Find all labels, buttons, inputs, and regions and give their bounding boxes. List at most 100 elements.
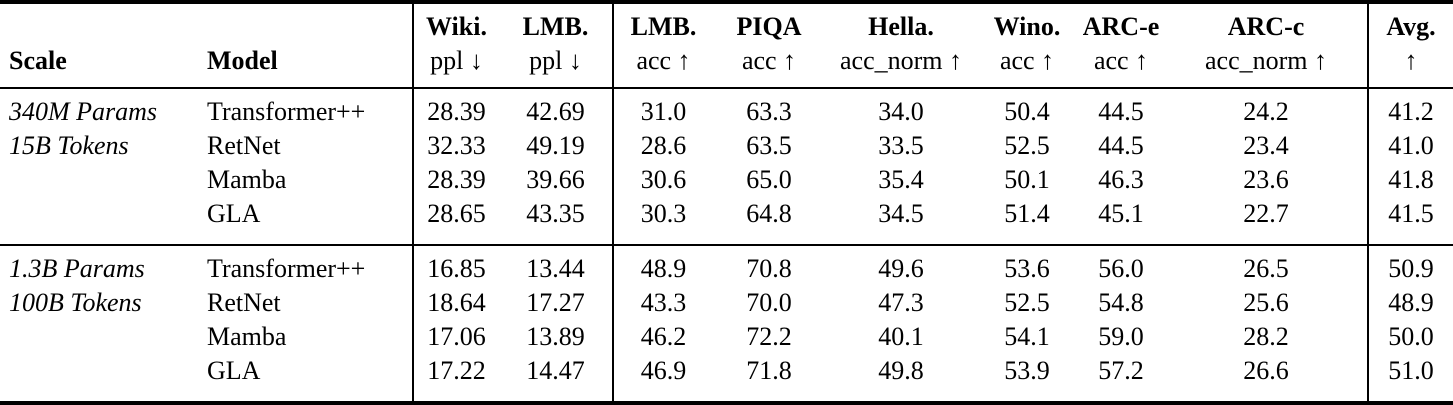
metric-value-cell: 46.9 [612,354,713,403]
group-1-3b-params: 1.3B Params 100B Tokens Transformer++ 16… [0,244,1453,403]
column-metric: acc ↑ [741,46,797,75]
metric-value-cell: 52.5 [1004,288,1050,317]
metric-value-cell: 72.2 [746,322,792,351]
metric-value-cell: 48.9 [1367,286,1453,320]
metric-value-cell: 46.2 [612,320,713,354]
metric-value-cell: 40.1 [878,322,924,351]
metric-value-cell: 34.0 [878,97,924,126]
metric-value-cell: 43.3 [612,286,713,320]
metric-value-cell: 70.0 [746,288,792,317]
metric-value-cell: 52.5 [1004,131,1050,160]
column-name: LMB. [630,12,697,41]
metric-value-cell: 39.66 [526,165,585,194]
metric-value-cell: 70.8 [713,244,825,286]
table-row: 1.3B Params 100B Tokens Transformer++ 16… [0,244,1453,403]
metric-value-cell: 33.5 [878,131,924,160]
header-scale-label: Scale [9,46,67,75]
scale-line: 1.3B Params [9,254,145,283]
metric-value-cell: 22.7 [1243,199,1289,228]
column-metric: acc_norm ↑ [839,46,962,75]
table-header: Scale Model Wiki. ppl ↓ LMB. ppl ↓ LMB. … [0,2,1453,89]
model-name-cell: GLA [207,356,261,385]
metric-value-cell: 49.6 [825,244,977,286]
metric-value-cell: 34.5 [878,199,924,228]
model-name-cell: RetNet [207,131,281,160]
metric-value-cell: 23.4 [1243,131,1289,160]
metric-value-cell: 41.5 [1367,197,1453,245]
metric-value-cell: 30.3 [612,197,713,245]
column-metric: ppl ↓ [529,46,582,75]
metric-value-cell: 59.0 [1098,322,1144,351]
metric-value-cell: 41.8 [1367,163,1453,197]
metric-value-cell: 64.8 [746,199,792,228]
table-row: Mamba 28.39 39.66 30.6 65.0 35.4 50.1 46… [0,163,1453,197]
column-metric: ppl ↓ [430,46,483,75]
model-name-cell: Transformer++ [198,244,413,286]
metric-value-cell: 54.1 [1004,322,1050,351]
header-piqa-acc: PIQA acc ↑ [713,2,825,89]
metric-value-cell: 13.89 [526,322,585,351]
column-metric: acc ↑ [1093,46,1149,75]
metric-value-cell: 14.47 [526,356,585,385]
metric-value-cell: 28.65 [412,197,499,245]
metric-value-cell: 17.22 [412,354,499,403]
metric-value-cell: 30.6 [612,163,713,197]
metric-value-cell: 63.3 [746,97,792,126]
metric-value-cell: 51.4 [1004,199,1050,228]
column-name: Wiki. [426,12,487,41]
metric-value-cell: 46.3 [1098,165,1144,194]
metric-value-cell: 49.19 [526,131,585,160]
metric-value-cell: 50.9 [1367,244,1453,286]
model-name-cell: Mamba [207,322,287,351]
model-name-cell: GLA [207,199,261,228]
metric-value-cell: 17.27 [526,288,585,317]
metric-value-cell: 53.9 [1004,356,1050,385]
table-row: Mamba 17.06 13.89 46.2 72.2 40.1 54.1 59… [0,320,1453,354]
header-row: Scale Model Wiki. ppl ↓ LMB. ppl ↓ LMB. … [0,2,1453,89]
metric-value-cell: 51.0 [1367,354,1453,403]
metric-value-cell: 28.39 [412,88,499,129]
header-wino-acc: Wino. acc ↑ [977,2,1077,89]
metric-value-cell: 44.5 [1098,97,1144,126]
metric-value-cell: 35.4 [878,165,924,194]
table-row: GLA 17.22 14.47 46.9 71.8 49.8 53.9 57.2… [0,354,1453,403]
metric-value-cell: 53.6 [977,244,1077,286]
metric-value-cell: 42.69 [526,97,585,126]
metric-value-cell: 49.8 [878,356,924,385]
table-row: RetNet 32.33 49.19 28.6 63.5 33.5 52.5 4… [0,129,1453,163]
metric-value-cell: 17.06 [412,320,499,354]
metric-value-cell: 65.0 [746,165,792,194]
column-metric: ↑ [1404,46,1418,75]
column-metric: acc_norm ↑ [1204,46,1327,75]
header-hella-accnorm: Hella. acc_norm ↑ [825,2,977,89]
metric-value-cell: 23.6 [1243,165,1289,194]
column-name: ARC-e [1082,12,1160,41]
metric-value-cell: 54.8 [1098,288,1144,317]
metric-value-cell: 57.2 [1098,356,1144,385]
scale-line: 100B Tokens [9,288,142,317]
metric-value-cell: 18.64 [412,286,499,320]
metric-value-cell: 24.2 [1243,97,1289,126]
table-row: RetNet 18.64 17.27 43.3 70.0 47.3 52.5 5… [0,286,1453,320]
scale-cell: 340M Params 15B Tokens [0,88,198,245]
metric-value-cell: 50.4 [1004,97,1050,126]
header-lmb-acc: LMB. acc ↑ [612,2,713,89]
column-name: Avg. [1386,12,1436,41]
metric-value-cell: 32.33 [412,129,499,163]
metric-value-cell: 16.85 [412,244,499,286]
metric-value-cell: 31.0 [612,88,713,129]
metric-value-cell: 25.6 [1243,288,1289,317]
column-name: Wino. [993,12,1061,41]
metric-value-cell: 26.5 [1165,244,1368,286]
scale-cell: 1.3B Params 100B Tokens [0,244,198,403]
model-name-cell: Mamba [207,165,287,194]
column-name: ARC-c [1227,12,1305,41]
metric-value-cell: 13.44 [499,244,613,286]
metric-value-cell: 50.0 [1367,320,1453,354]
column-name: LMB. [522,12,589,41]
metric-value-cell: 63.5 [746,131,792,160]
table-row: 340M Params 15B Tokens Transformer++ 28.… [0,88,1453,160]
column-metric: acc ↑ [999,46,1055,75]
